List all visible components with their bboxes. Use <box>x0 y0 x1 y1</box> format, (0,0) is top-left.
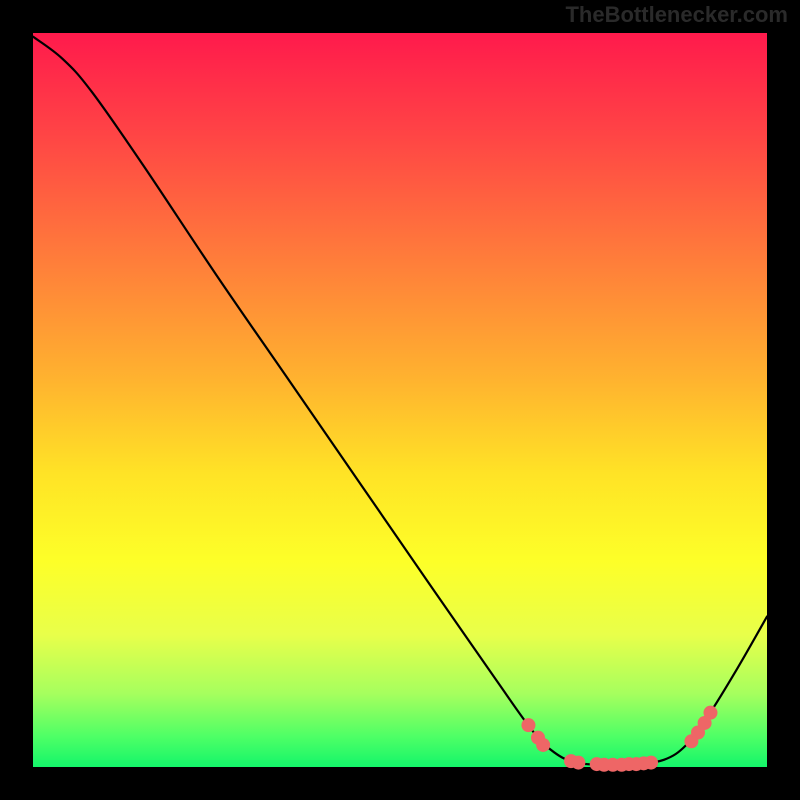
data-marker <box>703 706 717 720</box>
data-marker <box>521 718 535 732</box>
data-marker <box>536 738 550 752</box>
data-marker <box>571 756 585 770</box>
plot-background <box>33 33 767 767</box>
bottleneck-chart <box>0 0 800 800</box>
chart-container: TheBottlenecker.com <box>0 0 800 800</box>
data-marker <box>644 756 658 770</box>
watermark-text: TheBottlenecker.com <box>565 2 788 28</box>
